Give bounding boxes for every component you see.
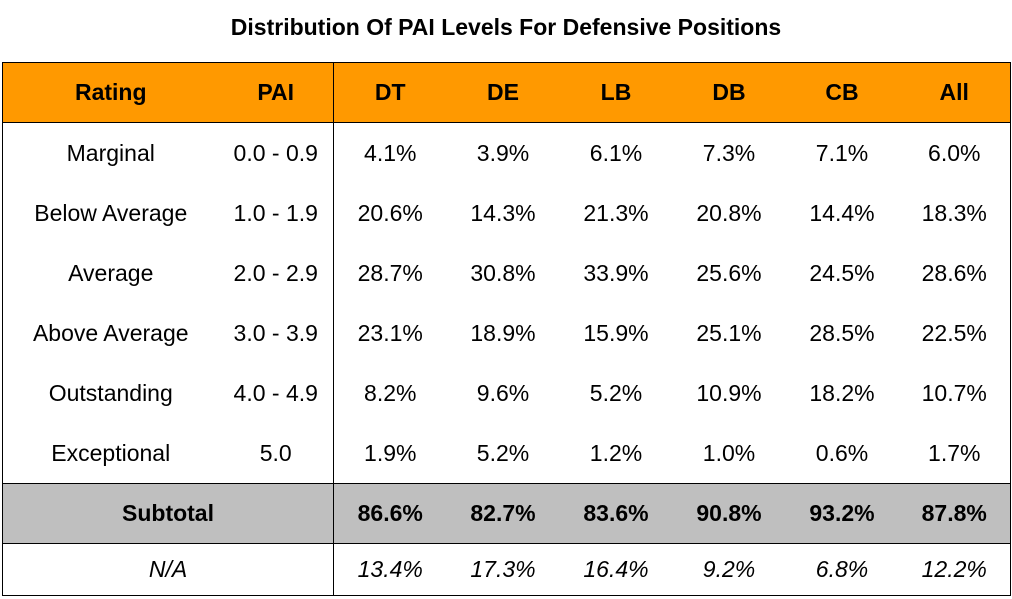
subtotal-cell: 87.8% xyxy=(898,483,1011,544)
value-cell: 15.9% xyxy=(583,319,649,346)
value-cell: 23.1% xyxy=(357,319,423,346)
subtotal-row: Subtotal 86.6% 82.7% 83.6% 90.8% 93.2% 87.8% xyxy=(2,483,1011,544)
na-label: N/A xyxy=(2,543,334,596)
value-cell: 8.2% xyxy=(364,379,417,406)
value-cell: 18.9% xyxy=(470,319,536,346)
value-cell: 4.1% xyxy=(364,139,417,166)
value-cell: 30.8% xyxy=(470,259,536,286)
subtotal-cell: 82.7% xyxy=(446,483,560,544)
value-cell: 14.3% xyxy=(470,199,536,226)
header-cell: DE xyxy=(446,62,560,123)
value-cell: 5.2% xyxy=(476,439,530,466)
pai-cell: 1.0 - 1.9 xyxy=(218,183,334,243)
na-row: N/A 13.4% 17.3% 16.4% 9.2% 6.8% 12.2% xyxy=(2,543,1011,596)
value-cell: 18.3% xyxy=(921,199,987,226)
value-cell: 6.1% xyxy=(589,139,643,166)
header-cell: CB xyxy=(785,62,899,123)
na-cell: 12.2% xyxy=(921,556,987,582)
subtotal-cell: 83.6% xyxy=(559,483,673,544)
value-cell: 24.5% xyxy=(809,259,875,286)
subtotal-label: Subtotal xyxy=(2,483,334,544)
value-cell: 10.7% xyxy=(921,379,987,406)
value-cell: 0.6% xyxy=(815,439,869,466)
na-cell: 17.3% xyxy=(470,556,536,582)
data-row: Above Average 3.0 - 3.9 23.1% 18.9% 15.9% 25.… xyxy=(3,303,1011,363)
header-cell: DB xyxy=(672,62,786,123)
value-cell: 9.6% xyxy=(476,379,530,406)
data-row: Average 2.0 - 2.9 28.7% 30.8% 33.9% 25.6% 24.5… xyxy=(3,243,1011,303)
rating-cell: Average xyxy=(68,259,154,286)
value-cell: 22.5% xyxy=(921,319,987,346)
na-cell: 13.4% xyxy=(357,556,423,582)
pai-cell: 5.0 xyxy=(218,423,334,484)
pai-cell: 3.0 - 3.9 xyxy=(218,303,334,363)
value-cell: 20.8% xyxy=(696,199,762,226)
value-cell: 28.6% xyxy=(921,259,987,286)
data-row: Exceptional 5.0 1.9% 5.2% 1.2% 1.0% 0.6% 1.7% xyxy=(3,423,1011,484)
header-cell: PAI xyxy=(218,62,334,123)
table-title: Distribution Of PAI Levels For Defensive… xyxy=(230,14,782,40)
data-row: Outstanding 4.0 - 4.9 8.2% 9.6% 5.2% 10.9% 18.… xyxy=(3,363,1011,423)
header-cell: Rating xyxy=(2,62,219,123)
value-cell: 20.6% xyxy=(357,199,423,226)
value-cell: 18.2% xyxy=(809,379,875,406)
subtotal-cell: 90.8% xyxy=(672,483,786,544)
data-row: Marginal 0.0 - 0.9 4.1% 3.9% 6.1% 7.3% 7.1% 6.0… xyxy=(3,122,1011,183)
value-cell: 1.7% xyxy=(928,439,981,466)
subtotal-cell: 93.2% xyxy=(785,483,899,544)
na-cell: 16.4% xyxy=(583,556,649,582)
value-cell: 7.1% xyxy=(815,139,869,166)
value-cell: 1.2% xyxy=(589,439,643,466)
value-cell: 25.1% xyxy=(696,319,762,346)
pai-cell: 2.0 - 2.9 xyxy=(218,243,334,303)
na-cell: 9.2% xyxy=(702,556,756,582)
value-cell: 28.7% xyxy=(357,259,423,286)
rating-cell: Marginal xyxy=(66,139,155,166)
value-cell: 21.3% xyxy=(583,199,649,226)
pai-table: Rating PAI DT DE LB DB CB All Marginal 0.0 - 0.9 4… xyxy=(2,62,1011,596)
value-cell: 7.3% xyxy=(702,139,756,166)
rating-cell: Exceptional xyxy=(51,439,171,466)
header-row: Rating PAI DT DE LB DB CB All xyxy=(2,62,1011,123)
pai-cell: 4.0 - 4.9 xyxy=(218,363,334,423)
header-cell: LB xyxy=(559,62,673,123)
value-cell: 25.6% xyxy=(696,259,762,286)
rating-cell: Outstanding xyxy=(48,379,173,406)
value-cell: 14.4% xyxy=(809,199,875,226)
value-cell: 1.9% xyxy=(364,439,417,466)
rating-cell: Above Average xyxy=(32,319,189,346)
value-cell: 6.0% xyxy=(928,139,981,166)
value-cell: 10.9% xyxy=(696,379,762,406)
value-cell: 5.2% xyxy=(589,379,643,406)
pai-cell: 0.0 - 0.9 xyxy=(218,122,334,183)
na-cell: 6.8% xyxy=(815,556,869,582)
header-cell: All xyxy=(898,62,1011,123)
rating-cell: Below Average xyxy=(34,199,188,226)
value-cell: 3.9% xyxy=(476,139,530,166)
header-cell: DT xyxy=(333,62,447,123)
value-cell: 33.9% xyxy=(583,259,649,286)
data-row: Below Average 1.0 - 1.9 20.6% 14.3% 21.3% 20.… xyxy=(3,183,1011,243)
subtotal-cell: 86.6% xyxy=(333,483,447,544)
value-cell: 28.5% xyxy=(809,319,875,346)
value-cell: 1.0% xyxy=(702,439,756,466)
